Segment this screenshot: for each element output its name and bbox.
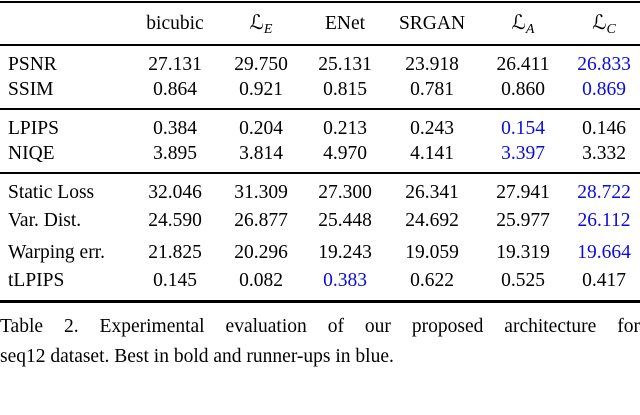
value-cell: 24.590 bbox=[148, 210, 202, 231]
value-cell: 0.815 bbox=[304, 77, 386, 110]
value-cell: 0.243 bbox=[410, 117, 454, 139]
value-cell: 4.970 bbox=[304, 141, 386, 174]
value-cell: 26.833 bbox=[577, 53, 631, 75]
value-cell: 0.869 bbox=[568, 77, 640, 110]
value-cell: 0.860 bbox=[478, 77, 568, 110]
table-row: NIQE 3.895 3.814 4.970 4.141 3.397 3.332 bbox=[0, 141, 640, 174]
value-cell: 27.941 bbox=[496, 181, 550, 203]
metric-label: PSNR bbox=[8, 53, 57, 75]
value-cell: 24.692 bbox=[405, 210, 459, 231]
value-cell: 27.300 bbox=[318, 181, 372, 203]
value-cell: 25.448 bbox=[318, 210, 372, 231]
value-cell: 26.341 bbox=[405, 181, 459, 203]
value-cell: 0.622 bbox=[410, 270, 454, 292]
table-row: Static Loss 32.046 31.309 27.300 26.341 27.94… bbox=[0, 173, 640, 205]
table-row: PSNR 27.131 29.750 25.131 23.918 26.411 26.833 bbox=[0, 45, 640, 77]
value-cell: 0.921 bbox=[218, 77, 304, 110]
value-cell: 0.213 bbox=[323, 117, 367, 139]
value-cell: 0.864 bbox=[132, 77, 218, 110]
value-cell: 0.417 bbox=[582, 270, 626, 292]
value-cell: 0.145 bbox=[153, 270, 197, 292]
metric-label: SSIM bbox=[0, 77, 132, 110]
value-cell: 26.112 bbox=[577, 210, 631, 231]
metric-label: NIQE bbox=[0, 141, 132, 174]
table-row: Warping err. 21.825 20.296 19.243 19.059 19.3… bbox=[0, 237, 640, 269]
table-row: LPIPS 0.384 0.204 0.213 0.243 0.154 0.146 bbox=[0, 109, 640, 141]
value-cell: 26.411 bbox=[496, 53, 550, 75]
metric-group-3: Static Loss 32.046 31.309 27.300 26.341 27.94… bbox=[0, 173, 640, 301]
caption-line-1: Table 2. Experimental evaluation of our … bbox=[0, 315, 640, 337]
value-cell: 25.131 bbox=[318, 53, 372, 75]
caption-line-2: seq12 dataset. Best in bold and runner-u… bbox=[0, 345, 394, 367]
value-cell: 4.141 bbox=[386, 141, 478, 174]
metric-label: Var. Dist. bbox=[8, 210, 82, 231]
metric-label: tLPIPS bbox=[8, 270, 65, 292]
value-cell: 0.781 bbox=[386, 77, 478, 110]
table-row: Var. Dist. 24.590 26.877 25.448 24.692 25.977… bbox=[0, 205, 640, 237]
table-row: bicubic ℒE ENet SRGAN ℒA ℒC bbox=[0, 2, 640, 46]
value-cell: 0.146 bbox=[582, 117, 626, 139]
value-cell: 3.814 bbox=[218, 141, 304, 174]
value-cell: 19.059 bbox=[405, 242, 459, 263]
value-cell: 32.046 bbox=[148, 181, 202, 203]
value-cell: 0.204 bbox=[239, 117, 283, 139]
metric-column-header bbox=[0, 2, 132, 46]
loss-symbol: ℒ bbox=[511, 9, 526, 34]
column-header: ENet bbox=[304, 2, 386, 46]
table-row: SSIM 0.864 0.921 0.815 0.781 0.860 0.869 bbox=[0, 77, 640, 110]
value-cell: 26.877 bbox=[234, 210, 288, 231]
value-cell: 20.296 bbox=[234, 242, 288, 263]
metric-group-2: LPIPS 0.384 0.204 0.213 0.243 0.154 0.146 NIQE 3… bbox=[0, 109, 640, 174]
table-caption: Table 2. Experimental evaluation of our … bbox=[0, 312, 640, 372]
value-cell: 23.918 bbox=[405, 53, 459, 75]
value-cell: 31.309 bbox=[234, 181, 288, 203]
loss-subscript: A bbox=[525, 21, 535, 37]
column-header: bicubic bbox=[132, 2, 218, 46]
value-cell: 19.243 bbox=[318, 242, 372, 263]
value-cell: 27.131 bbox=[148, 53, 202, 75]
value-cell: 19.664 bbox=[577, 242, 631, 263]
value-cell: 0.383 bbox=[323, 270, 367, 292]
value-cell: 0.525 bbox=[501, 270, 545, 292]
value-cell: 28.722 bbox=[577, 181, 631, 203]
value-cell: 3.397 bbox=[478, 141, 568, 174]
loss-symbol: ℒ bbox=[592, 9, 607, 34]
value-cell: 3.895 bbox=[132, 141, 218, 174]
value-cell: 29.750 bbox=[234, 53, 288, 75]
value-cell: 3.332 bbox=[568, 141, 640, 174]
value-cell: 0.082 bbox=[239, 270, 283, 292]
loss-subscript: C bbox=[606, 21, 616, 37]
value-cell: 19.319 bbox=[496, 242, 550, 263]
table-header-row: bicubic ℒE ENet SRGAN ℒA ℒC bbox=[0, 2, 640, 46]
value-cell: 0.384 bbox=[153, 117, 197, 139]
column-header: ℒE bbox=[218, 2, 304, 46]
metric-label: LPIPS bbox=[8, 117, 59, 139]
loss-subscript: E bbox=[263, 21, 273, 37]
table-row: tLPIPS 0.145 0.082 0.383 0.622 0.525 0.417 bbox=[0, 269, 640, 301]
column-header: SRGAN bbox=[386, 2, 478, 46]
column-header: ℒA bbox=[478, 2, 568, 46]
value-cell: 25.977 bbox=[496, 210, 550, 231]
value-cell: 0.154 bbox=[501, 117, 545, 139]
results-table: bicubic ℒE ENet SRGAN ℒA ℒC PSNR 27.131 29.750 2… bbox=[0, 1, 640, 303]
value-cell: 21.825 bbox=[148, 242, 202, 263]
column-header: ℒC bbox=[568, 2, 640, 46]
metric-group-1: PSNR 27.131 29.750 25.131 23.918 26.411 26.833… bbox=[0, 45, 640, 110]
metric-label: Warping err. bbox=[8, 242, 105, 263]
loss-symbol: ℒ bbox=[249, 9, 264, 34]
metric-label: Static Loss bbox=[8, 181, 95, 203]
